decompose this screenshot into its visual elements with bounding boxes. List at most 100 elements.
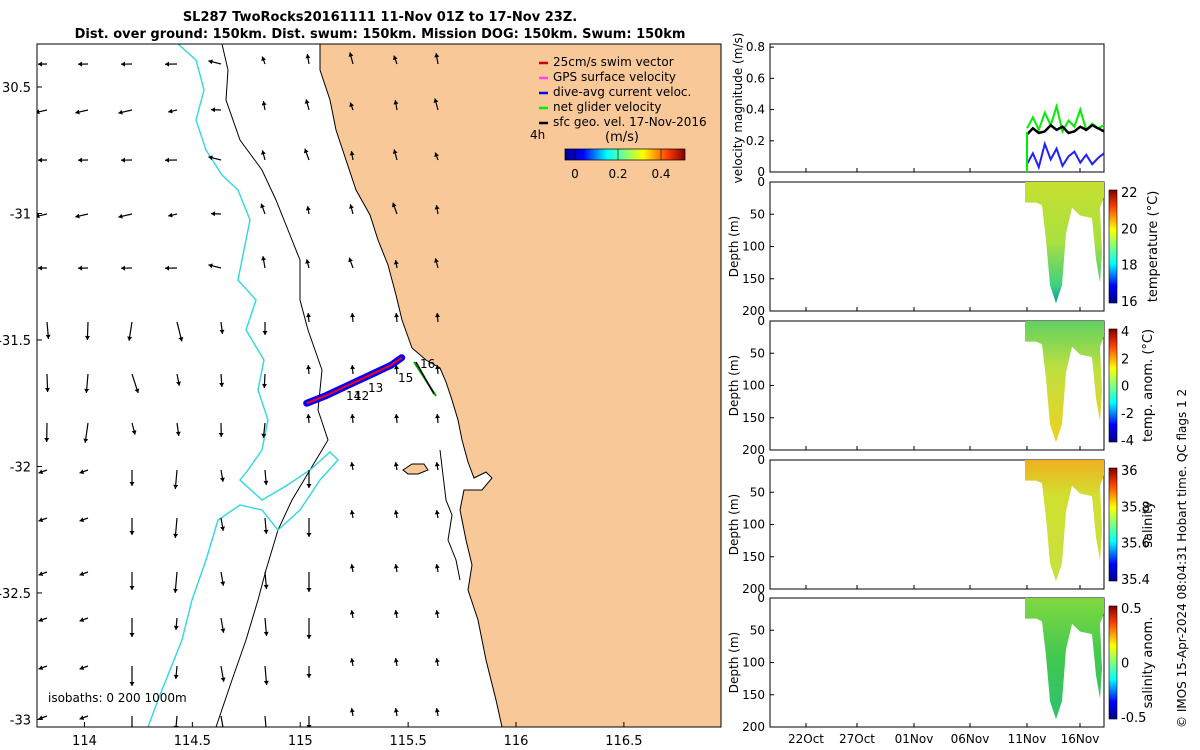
current-arrow-head bbox=[435, 365, 441, 370]
ytick-label: 100 bbox=[742, 518, 765, 532]
current-arrow-head bbox=[79, 469, 85, 475]
current-arrow-head bbox=[305, 259, 311, 264]
current-arrow-head bbox=[306, 365, 312, 370]
current-arrow-head bbox=[173, 533, 179, 538]
colorbar-title: temperature (°C) bbox=[1146, 191, 1161, 303]
current-arrow-head bbox=[261, 101, 267, 106]
current-arrow-head bbox=[219, 329, 225, 334]
panel-ylabel: Depth (m) bbox=[727, 494, 741, 555]
current-arrow-head bbox=[220, 677, 226, 682]
colorbar-tick-label: 0 bbox=[1121, 657, 1129, 672]
current-arrow-head bbox=[349, 564, 355, 569]
current-arrow-head bbox=[434, 610, 440, 615]
colorbar-title: temp. anom. (°C) bbox=[1141, 329, 1156, 442]
ytick-label: 0.6 bbox=[746, 71, 765, 85]
current-arrow-head bbox=[129, 482, 135, 486]
current-arrow-head bbox=[173, 674, 179, 679]
current-arrow-head bbox=[37, 109, 40, 115]
ytick-label: 150 bbox=[742, 550, 765, 564]
legend-entry: dive-avg current veloc. bbox=[553, 85, 691, 99]
colorbar-temperature bbox=[1108, 189, 1118, 304]
current-arrow-head bbox=[83, 438, 89, 443]
track-geo-velocity bbox=[415, 361, 435, 395]
current-arrow-head bbox=[78, 61, 83, 67]
current-arrow-head bbox=[306, 533, 312, 537]
current-arrow-head bbox=[38, 157, 43, 163]
current-arrow-head bbox=[218, 432, 224, 437]
track-label-14: 14 bbox=[346, 389, 361, 403]
map-ytick-label: -32.5 bbox=[0, 587, 31, 602]
current-arrow-head bbox=[305, 206, 311, 211]
current-arrow-head bbox=[38, 571, 44, 577]
isobath-200m bbox=[147, 44, 339, 727]
map-ytick-label: -33 bbox=[10, 713, 31, 728]
colorbar-tick-label: -2 bbox=[1121, 407, 1134, 422]
colorbar-tick-label: 35.4 bbox=[1121, 573, 1150, 588]
map-ytick-label: -32 bbox=[10, 460, 31, 475]
ytick-label: 50 bbox=[750, 346, 765, 360]
current-arrow-head bbox=[129, 586, 135, 590]
current-arrow-head bbox=[306, 635, 312, 639]
ytick-label: 0 bbox=[757, 314, 765, 328]
track-label-13: 13 bbox=[368, 381, 383, 395]
current-arrow-head bbox=[263, 529, 269, 534]
colorbar-title: salinity anom. bbox=[1141, 617, 1156, 709]
current-arrow-head bbox=[434, 708, 440, 713]
velocity-series-black bbox=[1026, 123, 1105, 136]
current-arrow-head bbox=[435, 414, 441, 419]
credit-text: © IMOS 15-Apr-2024 08:04:31 Hobart time.… bbox=[1175, 388, 1189, 728]
current-arrow-head bbox=[393, 658, 399, 663]
current-arrow-head bbox=[264, 732, 269, 736]
current-arrow-head bbox=[208, 155, 213, 161]
isobath-1000m bbox=[215, 44, 329, 727]
colorbar-tick-label: 18 bbox=[1121, 259, 1138, 274]
ytick-label: 150 bbox=[742, 688, 765, 702]
current-arrow-head bbox=[79, 617, 85, 623]
current-arrow-head bbox=[79, 715, 85, 721]
current-arrow-head bbox=[393, 510, 399, 515]
map-xtick-label: 115 bbox=[288, 734, 313, 749]
section-temp_anom bbox=[1025, 321, 1104, 443]
current-arrow-head bbox=[434, 462, 440, 467]
colorbar-tick-label: 2 bbox=[1121, 352, 1129, 367]
ytick-label: 0 bbox=[757, 453, 765, 467]
current-arrow-head bbox=[45, 334, 51, 339]
current-arrow-head bbox=[220, 628, 226, 633]
current-arrow-head bbox=[393, 610, 399, 615]
current-arrow-head bbox=[173, 625, 179, 630]
island-rottnest bbox=[402, 463, 429, 475]
current-arrow-head bbox=[349, 610, 355, 615]
current-arrow-head bbox=[434, 53, 440, 58]
ytick-label: 100 bbox=[742, 656, 765, 670]
current-arrows bbox=[37, 52, 441, 737]
map-panel: 16 15 13 12 14 114 114.5 115 115.5 116 116.5 3… bbox=[0, 43, 722, 749]
current-arrow-head bbox=[165, 265, 170, 271]
current-arrow-head bbox=[130, 733, 135, 737]
current-arrow-head bbox=[75, 213, 80, 219]
track-swim bbox=[306, 356, 403, 405]
current-arrow-head bbox=[79, 665, 85, 671]
figure-title-line1: SL287 TwoRocks20161111 11-Nov 01Z to 17-… bbox=[182, 10, 578, 25]
panel-ylabel: Depth (m) bbox=[727, 216, 741, 277]
current-arrow-head bbox=[118, 109, 123, 115]
current-arrow-head bbox=[263, 631, 269, 636]
ytick-label: 50 bbox=[750, 207, 765, 221]
colorbar-tick-label: -0.5 bbox=[1121, 711, 1146, 726]
ytick-label: 0.4 bbox=[746, 103, 765, 117]
current-arrow-head bbox=[165, 61, 170, 67]
current-arrow-head bbox=[349, 151, 355, 156]
colorbar-title: salinity bbox=[1141, 501, 1156, 548]
map-ytick-label: -31.5 bbox=[0, 334, 31, 349]
ytick-label: 0.2 bbox=[746, 134, 765, 148]
colorbar-tick-label: -4 bbox=[1121, 434, 1134, 449]
colorbar-tick-label: 16 bbox=[1121, 295, 1138, 310]
current-arrow-head bbox=[306, 588, 312, 592]
map-xtick-label: 114.5 bbox=[174, 734, 211, 749]
current-arrow-head bbox=[393, 100, 399, 105]
panel-ylabel: Depth (m) bbox=[727, 632, 741, 693]
colorbar-tick-label: 36 bbox=[1121, 464, 1138, 479]
current-arrow-head bbox=[44, 437, 50, 442]
current-arrow-head bbox=[121, 157, 126, 163]
legend-entry: 25cm/s swim vector bbox=[553, 55, 674, 69]
